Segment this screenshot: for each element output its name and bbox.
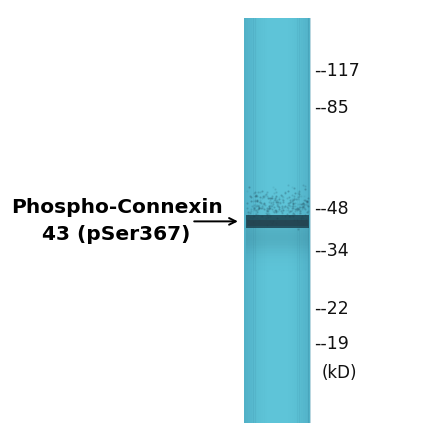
Bar <box>246 228 309 230</box>
Text: --48: --48 <box>315 201 349 218</box>
Bar <box>247 220 308 226</box>
Bar <box>246 215 309 217</box>
Bar <box>244 18 310 423</box>
Bar <box>246 215 309 228</box>
Bar <box>246 233 309 235</box>
Text: --117: --117 <box>315 62 360 79</box>
Bar <box>246 213 309 215</box>
Bar <box>246 231 309 233</box>
Bar <box>296 18 298 423</box>
Bar <box>246 239 309 241</box>
Bar <box>246 263 309 264</box>
Bar <box>246 254 309 256</box>
Bar <box>246 250 309 251</box>
Bar <box>292 18 294 423</box>
Bar <box>246 226 309 228</box>
Bar <box>248 18 250 423</box>
Bar <box>307 18 309 423</box>
Bar <box>299 18 301 423</box>
Bar <box>308 18 311 423</box>
Bar <box>246 259 309 261</box>
Bar <box>246 244 309 246</box>
Bar <box>246 258 309 259</box>
Bar <box>263 18 265 423</box>
Bar <box>246 269 309 271</box>
Bar <box>246 238 309 239</box>
Bar <box>246 230 309 231</box>
Bar <box>246 243 309 244</box>
Bar <box>246 206 309 208</box>
Text: --19: --19 <box>315 335 349 353</box>
Bar <box>255 18 257 423</box>
Bar <box>246 236 309 238</box>
Bar <box>246 241 309 243</box>
Bar <box>260 18 263 423</box>
Bar <box>253 18 256 423</box>
Bar <box>303 18 305 423</box>
Text: --22: --22 <box>315 300 349 318</box>
Bar <box>264 18 267 423</box>
Bar <box>246 223 309 224</box>
Bar <box>246 224 309 226</box>
Text: --34: --34 <box>315 243 349 260</box>
Bar <box>244 18 246 423</box>
Bar <box>246 266 309 268</box>
Bar <box>246 253 309 254</box>
Bar <box>297 18 300 423</box>
Bar <box>246 221 309 223</box>
Bar <box>246 246 309 248</box>
Bar <box>246 220 309 221</box>
Bar <box>305 18 307 423</box>
Bar <box>257 18 259 423</box>
Bar <box>290 18 292 423</box>
Bar <box>246 211 309 213</box>
Bar <box>294 18 296 423</box>
Text: --85: --85 <box>315 99 349 117</box>
Bar <box>246 218 309 220</box>
Bar <box>246 268 309 269</box>
Bar <box>246 264 309 266</box>
Bar <box>246 256 309 258</box>
Bar <box>259 18 261 423</box>
Bar <box>246 208 309 210</box>
Text: (kD): (kD) <box>321 364 357 381</box>
Bar <box>246 18 248 423</box>
Bar <box>246 248 309 250</box>
Bar <box>246 235 309 236</box>
Bar <box>246 217 309 218</box>
Bar <box>301 18 303 423</box>
Bar <box>246 210 309 211</box>
Bar <box>288 18 290 423</box>
Bar <box>250 18 252 423</box>
Bar <box>246 251 309 253</box>
Text: Phospho-Connexin: Phospho-Connexin <box>11 198 223 217</box>
Bar <box>246 205 309 206</box>
Bar <box>252 18 254 423</box>
Bar <box>246 261 309 263</box>
Text: 43 (pSer367): 43 (pSer367) <box>42 225 191 244</box>
